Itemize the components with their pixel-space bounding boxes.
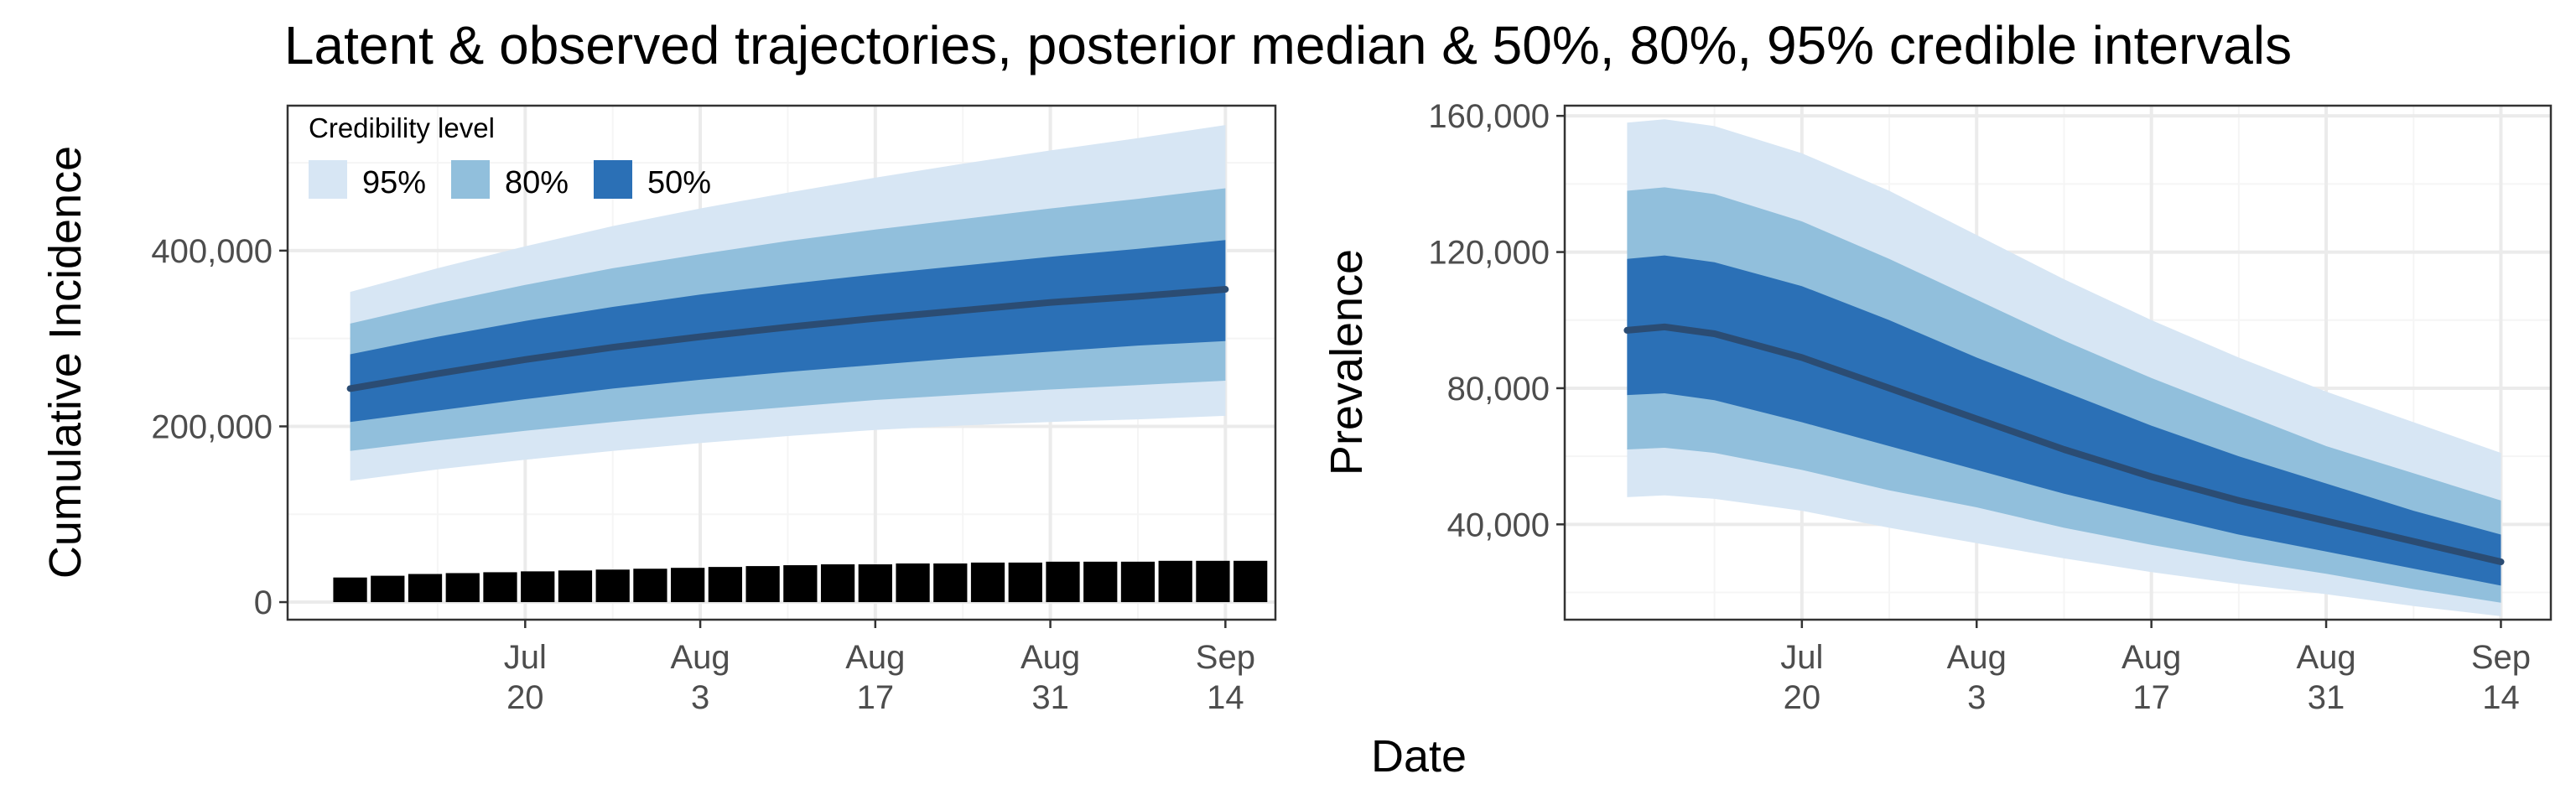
right-panel-border bbox=[1563, 104, 2553, 621]
legend-label-80: 80% bbox=[505, 165, 569, 200]
left-observed-bar bbox=[745, 566, 780, 603]
left-observed-bar bbox=[896, 563, 930, 603]
left-x-tick-label-month: Aug bbox=[670, 639, 730, 676]
x-axis-title: Date bbox=[1371, 731, 1467, 782]
left-observed-bar bbox=[558, 570, 593, 603]
left-x-tick-label-month: Aug bbox=[1021, 639, 1080, 676]
left-observed-bar bbox=[1083, 561, 1118, 603]
right-x-tick-label-day: 17 bbox=[2132, 679, 2170, 716]
right-x-tick-label-month: Sep bbox=[2471, 639, 2531, 676]
left-observed-bar bbox=[820, 564, 855, 603]
prevalence-panel: 40,00080,000120,000160,000Jul20Aug3Aug17… bbox=[1428, 98, 2553, 716]
left-observed-bar bbox=[1120, 561, 1156, 603]
left-x-tick-label-day: 31 bbox=[1031, 679, 1069, 716]
left-observed-bar bbox=[858, 564, 892, 603]
left-y-tick-label: 200,000 bbox=[151, 408, 273, 445]
right-y-tick-label: 40,000 bbox=[1447, 506, 1550, 543]
figure-title: Latent & observed trajectories, posterio… bbox=[284, 15, 2292, 75]
left-observed-bar bbox=[1046, 561, 1080, 603]
left-x-tick-label-month: Aug bbox=[845, 639, 905, 676]
left-observed-bar bbox=[333, 577, 367, 603]
left-x-tick-label-month: Jul bbox=[504, 639, 547, 676]
left-y-axis-title: Cumulative Incidence bbox=[40, 146, 91, 579]
left-observed-bar bbox=[933, 563, 968, 603]
right-x-tick-label-month: Aug bbox=[1947, 639, 2007, 676]
right-y-tick-label: 160,000 bbox=[1428, 98, 1550, 135]
left-observed-bar bbox=[671, 568, 705, 603]
left-x-tick-label-day: 17 bbox=[857, 679, 895, 716]
left-observed-bar bbox=[521, 571, 555, 603]
left-observed-bar bbox=[445, 573, 480, 603]
left-observed-bar bbox=[708, 567, 743, 603]
right-y-tick-label: 120,000 bbox=[1428, 235, 1550, 272]
left-observed-bar bbox=[1196, 560, 1230, 603]
right-x-tick-label-day: 3 bbox=[1967, 679, 1986, 716]
legend-key-95 bbox=[309, 160, 347, 199]
right-y-axis-title: Prevalence bbox=[1322, 249, 1372, 475]
left-x-tick-label-day: 20 bbox=[506, 679, 544, 716]
right-x-tick-label-month: Jul bbox=[1780, 639, 1823, 676]
left-observed-bar bbox=[483, 572, 517, 603]
left-observed-bar bbox=[371, 575, 405, 603]
left-observed-bar bbox=[633, 569, 667, 603]
left-observed-bar bbox=[783, 565, 818, 603]
right-x-tick-label-day: 31 bbox=[2308, 679, 2345, 716]
left-y-tick-label: 400,000 bbox=[151, 233, 273, 270]
left-observed-bar bbox=[970, 562, 1005, 603]
right-x-tick-label-day: 14 bbox=[2482, 679, 2520, 716]
left-observed-bar bbox=[1008, 562, 1042, 603]
left-y-tick-label: 0 bbox=[254, 584, 273, 621]
left-observed-bar bbox=[408, 574, 443, 603]
legend: Credibility level 95% 80% 50% bbox=[309, 112, 711, 200]
left-median-line bbox=[346, 286, 1229, 392]
left-x-tick-label-day: 3 bbox=[691, 679, 709, 716]
right-x-tick-label-day: 20 bbox=[1784, 679, 1821, 716]
right-median-line bbox=[1623, 323, 2505, 565]
legend-key-80 bbox=[451, 160, 490, 199]
right-x-tick-label-month: Aug bbox=[2122, 639, 2181, 676]
right-x-tick-label-month: Aug bbox=[2296, 639, 2355, 676]
right-band-50 bbox=[1627, 255, 2501, 586]
left-observed-bar bbox=[1233, 560, 1268, 603]
legend-key-50 bbox=[594, 160, 632, 199]
legend-label-95: 95% bbox=[362, 165, 426, 200]
left-band-50 bbox=[350, 240, 1226, 423]
legend-title: Credibility level bbox=[309, 112, 495, 143]
left-x-tick-label-day: 14 bbox=[1207, 679, 1244, 716]
left-observed-bar bbox=[1158, 560, 1192, 603]
left-x-tick-label-month: Sep bbox=[1196, 639, 1255, 676]
legend-label-50: 50% bbox=[647, 165, 711, 200]
left-observed-bar bbox=[595, 569, 630, 603]
right-y-tick-label: 80,000 bbox=[1447, 371, 1550, 408]
left-panel-border bbox=[286, 104, 1277, 621]
